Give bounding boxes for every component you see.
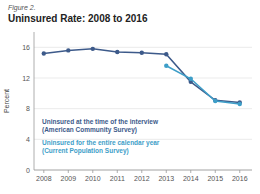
point xyxy=(66,48,70,52)
x-tick xyxy=(215,170,216,173)
point xyxy=(164,64,168,68)
point xyxy=(213,99,217,103)
y-tick-label: 12 xyxy=(22,75,30,82)
grid-line xyxy=(34,170,252,171)
x-tick xyxy=(190,170,191,173)
annotation: (Current Population Survey) xyxy=(42,147,129,155)
x-tick-label: 2014 xyxy=(183,175,199,182)
y-tick-label: 8 xyxy=(26,105,30,112)
x-axis-line xyxy=(34,170,252,171)
point xyxy=(238,102,242,106)
series-line xyxy=(166,66,239,104)
point xyxy=(115,50,119,54)
point xyxy=(42,51,46,55)
grid-line xyxy=(34,108,252,109)
series-line xyxy=(44,49,240,103)
x-tick xyxy=(43,170,44,173)
x-tick-label: 2011 xyxy=(110,175,125,182)
plot-area xyxy=(42,47,242,107)
title: Uninsured Rate: 2008 to 2016 xyxy=(8,13,148,24)
x-tick xyxy=(117,170,118,173)
x-tick-label: 2016 xyxy=(232,175,248,182)
x-tick xyxy=(166,170,167,173)
subtitle: Figure 2. xyxy=(8,4,36,12)
x-tick-label: 2009 xyxy=(61,175,77,182)
grid-line xyxy=(34,47,252,48)
y-axis-line xyxy=(34,32,35,170)
x-tick-label: 2008 xyxy=(36,175,52,182)
x-tick xyxy=(68,170,69,173)
series-label: Uninsured for the entire calendar year xyxy=(42,139,160,147)
chart: Figure 2.Uninsured Rate: 2008 to 2016 Per… xyxy=(0,0,260,194)
x-tick xyxy=(239,170,240,173)
x-tick-label: 2010 xyxy=(85,175,101,182)
point xyxy=(91,47,95,51)
y-tick-label: 4 xyxy=(26,136,30,143)
point xyxy=(189,77,193,81)
x-tick xyxy=(141,170,142,173)
grid-line xyxy=(34,78,252,79)
x-tick-label: 2012 xyxy=(134,175,150,182)
point xyxy=(164,52,168,56)
y-tick-label: 0 xyxy=(26,167,30,174)
annotation: (American Community Survey) xyxy=(42,126,137,134)
x-tick xyxy=(92,170,93,173)
x-tick-label: 2013 xyxy=(158,175,174,182)
y-tick-label: 16 xyxy=(22,44,30,51)
point xyxy=(140,51,144,55)
series-label: Uninsured at the time of the interview xyxy=(42,118,159,125)
y-axis-label: Percent xyxy=(3,89,10,113)
x-tick-label: 2015 xyxy=(207,175,223,182)
